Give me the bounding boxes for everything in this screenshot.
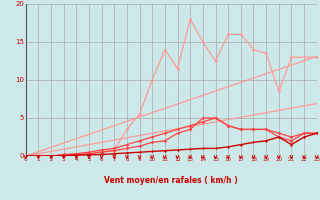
X-axis label: Vent moyen/en rafales ( km/h ): Vent moyen/en rafales ( km/h ) bbox=[104, 176, 238, 185]
